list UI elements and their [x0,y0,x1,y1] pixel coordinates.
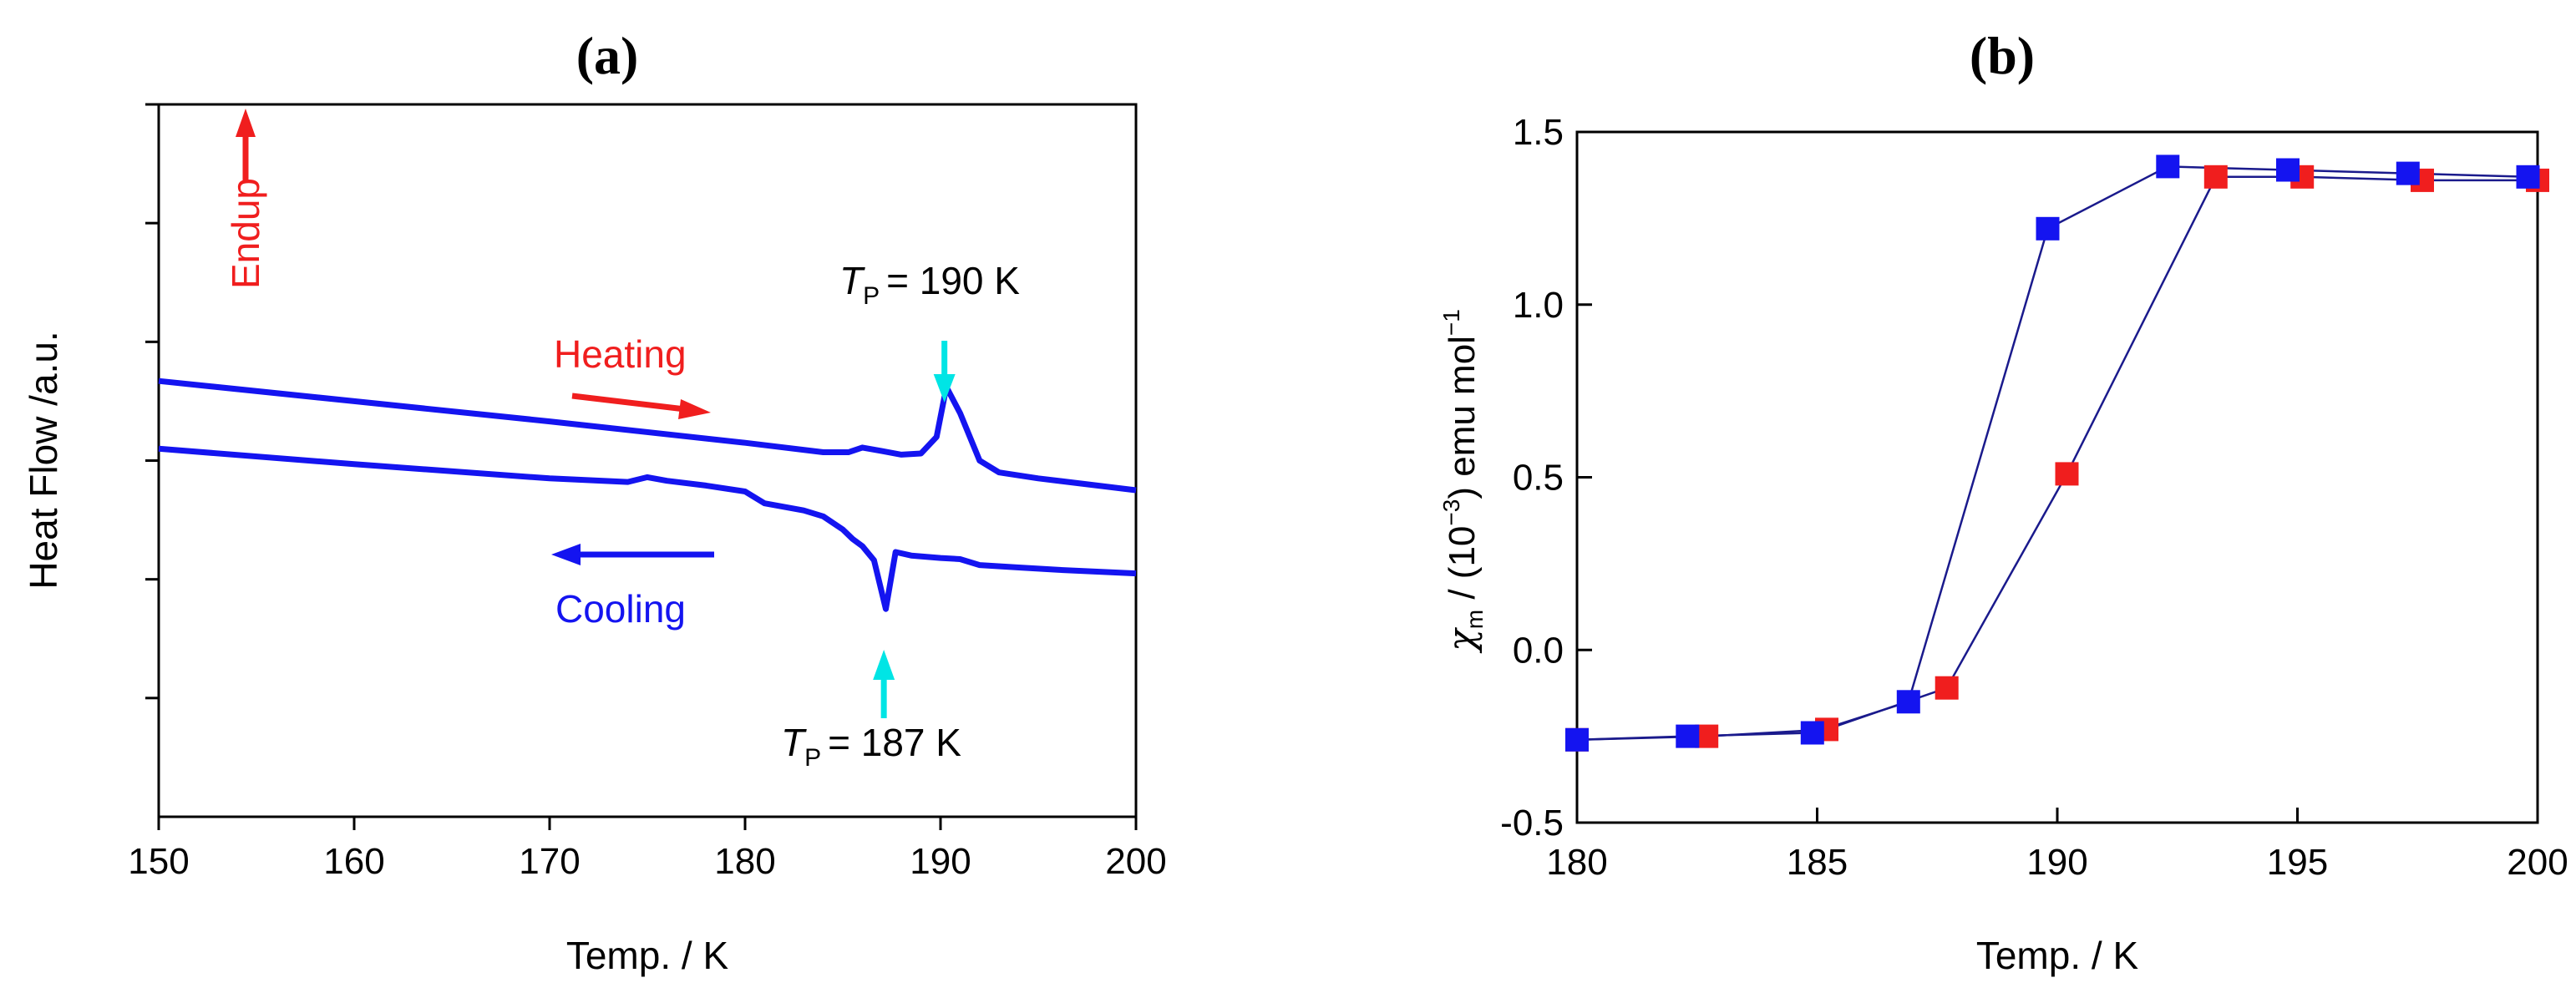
panel-a-label: (a) [576,26,639,85]
data-point-cooling [1896,690,1920,714]
panel-b-y-tick-label: -0.5 [1500,803,1564,843]
cooling-label: Cooling [555,587,686,631]
data-point-cooling [1800,721,1824,745]
panel-a-chart: 150 160 170 180 190 200 Temp. / K Heat Flow /… [22,103,1167,977]
panel-b-x-tick-label: 180 [1546,842,1607,883]
dsc-curve-heating [158,377,1137,494]
data-point-heating [2055,462,2079,486]
panel-a-x-tick-label: 160 [323,841,384,882]
panel-a-x-tick-label: 170 [519,841,580,882]
cooling-arrow-icon [551,544,714,565]
panel-a-x-axis-label: Temp. / K [566,934,729,977]
panel-b-x-tick-label: 190 [2026,842,2087,883]
peak-cooling-label: TP = 187 K [781,721,961,772]
data-point-cooling [2156,155,2180,179]
panel-b-x-tick-label: 200 [2507,842,2568,883]
panel-b-x-axis-label: Temp. / K [1976,934,2139,977]
endup-label: Endup [224,178,267,289]
panel-b-y-tick-label: 0.0 [1513,630,1564,671]
panel-b-chart: 180 185 190 195 200 -0.5 0.0 0.5 1.0 1.5 Temp. / … [1438,112,2568,977]
panel-b-x-tick-label: 195 [2267,842,2328,883]
heating-arrow-icon [571,393,711,419]
panel-a-x-tick-label: 150 [128,841,189,882]
panel-b-y-tick-label: 0.5 [1513,458,1564,499]
data-point-cooling [2516,165,2540,189]
heating-label: Heating [554,332,687,376]
data-point-cooling [2036,216,2060,241]
panel-a-x-tick-label: 180 [714,841,775,882]
data-point-cooling [1676,724,1700,748]
peak-cooling-arrow-icon [873,650,895,718]
panel-a-y-axis-label: Heat Flow /a.u. [22,331,65,589]
panel-b-x-tick-label: 185 [1787,842,1848,883]
panel-b-label: (b) [1970,26,2035,85]
peak-heating-arrow-icon [933,341,956,403]
data-point-cooling [1565,727,1589,752]
data-point-cooling [2396,161,2420,185]
peak-heating-label: TP = 190 K [839,259,1020,310]
endup-arrow-icon [236,109,256,182]
data-point-heating [2203,165,2228,189]
panel-a-x-tick-label: 190 [910,841,971,882]
panel-b-y-tick-label: 1.0 [1513,285,1564,326]
panel-a-x-tick-label: 200 [1105,841,1166,882]
series-line-cooling [1576,165,2528,742]
data-point-cooling [2276,158,2300,182]
series-line-heating [1576,175,2538,742]
data-point-heating [1935,676,1959,700]
panel-b-y-axis-label: χm / (10−3) emu mol−1 [1438,309,1488,654]
panel-b-y-tick-label: 1.5 [1513,112,1564,153]
dsc-curve-cooling [158,445,1137,612]
